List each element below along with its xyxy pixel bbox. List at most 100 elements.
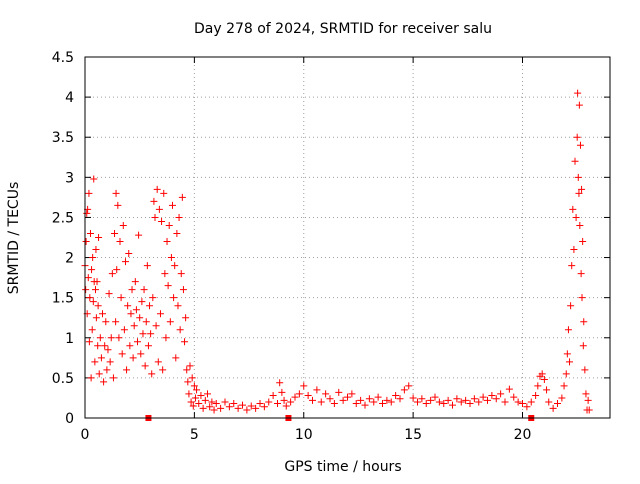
data-point xyxy=(387,398,395,406)
data-point xyxy=(108,270,116,278)
data-point xyxy=(171,262,179,270)
data-point xyxy=(82,238,90,246)
data-point xyxy=(135,231,143,239)
data-point xyxy=(568,262,576,270)
data-point xyxy=(105,290,113,298)
data-point xyxy=(106,358,114,366)
y-tick-label: 3.5 xyxy=(52,130,74,146)
data-point xyxy=(534,382,542,390)
data-point xyxy=(114,201,122,209)
data-point xyxy=(120,326,128,334)
data-point xyxy=(578,185,586,193)
data-point xyxy=(156,310,164,318)
data-point xyxy=(584,396,592,404)
data-point xyxy=(564,326,572,334)
data-point xyxy=(140,286,148,294)
y-tick-label: 0 xyxy=(65,411,74,427)
data-point xyxy=(383,396,391,404)
data-point xyxy=(256,400,264,408)
data-point xyxy=(554,400,561,408)
data-point xyxy=(280,396,288,404)
x-tick-label: 10 xyxy=(295,427,313,443)
data-point xyxy=(143,262,151,270)
grid-layer xyxy=(85,57,610,418)
data-point xyxy=(94,302,102,310)
data-point xyxy=(573,133,581,141)
y-tick-label: 4.5 xyxy=(52,50,74,66)
data-point xyxy=(96,334,104,342)
data-point xyxy=(158,217,166,225)
data-point xyxy=(107,334,115,342)
data-point xyxy=(300,382,308,390)
y-tick-label: 3 xyxy=(65,170,74,186)
data-point xyxy=(357,396,365,404)
data-point xyxy=(543,386,551,394)
data-point xyxy=(126,342,134,350)
data-point xyxy=(540,375,548,383)
data-point xyxy=(549,404,557,412)
data-point xyxy=(132,306,140,314)
data-point xyxy=(173,229,181,237)
data-point xyxy=(150,197,158,205)
data-point xyxy=(545,398,553,406)
data-point xyxy=(501,398,509,406)
data-point xyxy=(83,209,91,217)
data-point xyxy=(322,390,330,398)
data-point xyxy=(519,400,526,408)
data-point xyxy=(440,400,448,408)
data-point xyxy=(103,366,111,374)
data-point xyxy=(161,270,169,278)
data-point xyxy=(97,354,105,362)
data-point xyxy=(252,404,260,412)
data-point xyxy=(112,318,120,326)
data-point xyxy=(85,189,93,197)
data-point xyxy=(514,398,522,406)
y-tick-label: 4 xyxy=(65,90,74,106)
data-point xyxy=(151,213,159,221)
data-point xyxy=(85,338,93,346)
data-point xyxy=(569,205,577,213)
data-point xyxy=(89,298,97,306)
data-point xyxy=(431,393,439,401)
data-point xyxy=(112,189,120,197)
data-point xyxy=(176,326,184,334)
data-point xyxy=(101,342,109,350)
x-tick-label: 0 xyxy=(81,427,90,443)
data-point xyxy=(87,374,95,382)
data-point xyxy=(164,282,172,290)
data-point xyxy=(574,89,582,97)
data-point xyxy=(86,294,94,302)
data-point xyxy=(453,395,461,403)
data-point xyxy=(130,322,138,330)
data-point xyxy=(155,205,163,213)
data-point xyxy=(570,246,578,254)
data-point xyxy=(578,294,586,302)
data-point xyxy=(269,392,277,400)
data-point xyxy=(475,398,483,406)
data-point xyxy=(182,314,190,322)
data-point xyxy=(197,392,205,400)
data-point xyxy=(128,286,136,294)
data-point xyxy=(95,370,103,378)
x-axis-title: GPS time / hours xyxy=(284,459,401,475)
data-point xyxy=(566,358,574,366)
data-point xyxy=(159,366,167,374)
data-point xyxy=(585,406,593,414)
data-point xyxy=(538,370,546,378)
data-point xyxy=(174,302,182,310)
data-point xyxy=(295,390,303,398)
data-point xyxy=(571,157,579,165)
data-point xyxy=(175,213,183,221)
data-point xyxy=(225,403,233,411)
data-point xyxy=(212,400,220,408)
data-point xyxy=(291,393,299,401)
data-point xyxy=(204,390,211,398)
data-point xyxy=(136,314,144,322)
data-point xyxy=(88,326,96,334)
data-point xyxy=(152,322,160,330)
data-point xyxy=(575,189,583,197)
x-tick-label: 5 xyxy=(190,427,199,443)
data-point xyxy=(339,396,347,404)
